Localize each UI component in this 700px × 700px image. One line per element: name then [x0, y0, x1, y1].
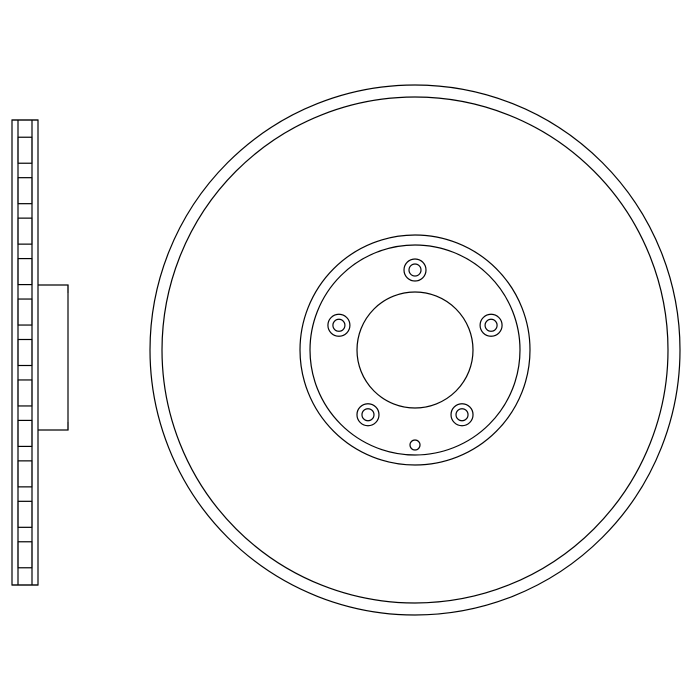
- locator-hole: [410, 440, 420, 450]
- vent-slot: [18, 299, 32, 325]
- hat-profile: [38, 285, 68, 430]
- vent-slot: [18, 420, 32, 446]
- bolt-hole: [357, 404, 379, 426]
- side-outline: [12, 120, 38, 585]
- bolt-hole-inner: [409, 264, 421, 276]
- bolt-hole-inner: [485, 319, 497, 331]
- inner-edge: [162, 97, 668, 603]
- bolt-hole-inner: [362, 409, 374, 421]
- vent-slot: [18, 542, 32, 568]
- vent-slot: [18, 340, 32, 366]
- hat-outer: [300, 235, 530, 465]
- center-bore: [357, 292, 473, 408]
- bolt-hole: [451, 404, 473, 426]
- bolt-hole-inner: [333, 319, 345, 331]
- rotor-face-view: [150, 85, 680, 615]
- bolt-hole: [404, 259, 426, 281]
- vent-slot: [18, 218, 32, 244]
- vent-slot: [18, 259, 32, 285]
- bolt-hole: [480, 314, 502, 336]
- vent-slot: [18, 501, 32, 527]
- brake-rotor-diagram: [0, 0, 700, 700]
- outer-diameter: [150, 85, 680, 615]
- vent-slot: [18, 461, 32, 487]
- vent-slot: [18, 178, 32, 204]
- vent-slot: [18, 380, 32, 406]
- rotor-side-view: [12, 120, 68, 585]
- bolt-hole-inner: [456, 409, 468, 421]
- vent-slot: [18, 137, 32, 163]
- bolt-hole: [328, 314, 350, 336]
